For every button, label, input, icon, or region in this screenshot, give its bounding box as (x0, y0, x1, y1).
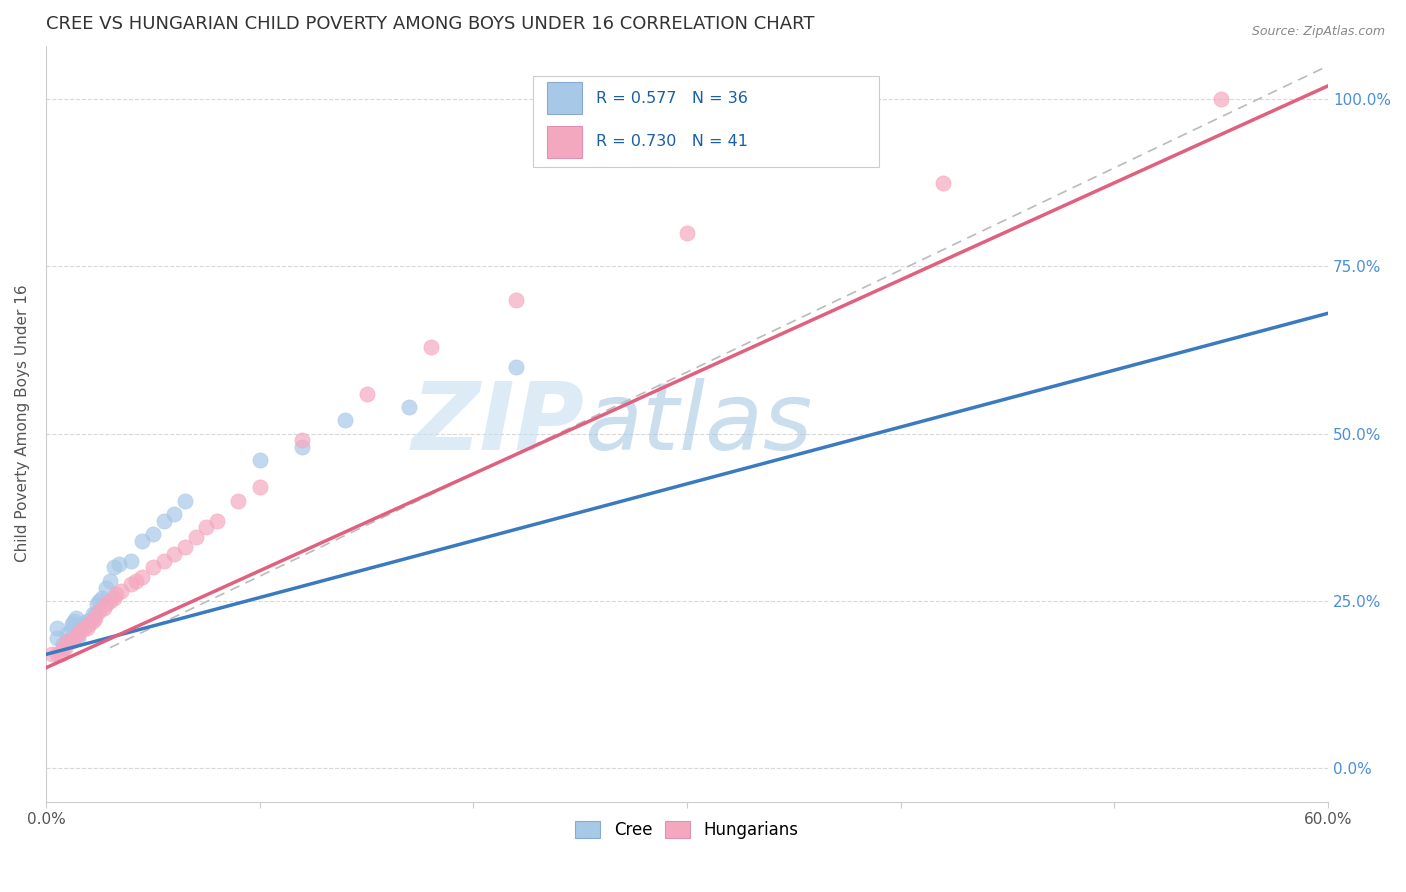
Point (103, 560, 125, 574)
Point (93, 600, 115, 615)
Point (56, 634, 79, 648)
Point (60, 617, 83, 632)
Point (52, 637, 75, 651)
Point (76, 621, 98, 635)
Point (184, 530, 207, 544)
Point (73, 621, 96, 635)
Point (152, 514, 174, 528)
Point (226, 493, 249, 508)
Point (45, 621, 67, 635)
Point (173, 493, 195, 508)
Text: Source: ZipAtlas.com: Source: ZipAtlas.com (1251, 25, 1385, 38)
Point (69, 624, 91, 638)
Point (120, 577, 142, 591)
Point (56, 634, 79, 648)
Point (291, 440, 314, 454)
Point (98, 574, 121, 588)
Legend: Cree, Hungarians: Cree, Hungarians (568, 814, 806, 847)
Point (94, 581, 117, 595)
Text: atlas: atlas (585, 378, 813, 469)
Point (131, 570, 153, 584)
Point (505, 293, 527, 307)
Point (72, 621, 94, 635)
Point (333, 413, 356, 427)
Point (142, 560, 165, 574)
Point (62, 614, 84, 628)
Point (249, 453, 271, 467)
Point (98, 594, 121, 608)
Point (120, 554, 142, 568)
Point (107, 557, 129, 571)
Point (94, 597, 117, 611)
Point (103, 591, 125, 605)
Point (62, 631, 84, 645)
Point (52, 640, 75, 655)
Point (291, 434, 314, 448)
Point (249, 480, 271, 494)
Text: CREE VS HUNGARIAN CHILD POVERTY AMONG BOYS UNDER 16 CORRELATION CHART: CREE VS HUNGARIAN CHILD POVERTY AMONG BO… (46, 15, 814, 33)
Point (1211, 92, 1233, 106)
Y-axis label: Child Poverty Among Boys Under 16: Child Poverty Among Boys Under 16 (15, 285, 30, 563)
Point (676, 226, 699, 240)
Point (45, 648, 67, 662)
Point (73, 617, 96, 632)
Point (505, 359, 527, 374)
Point (84, 610, 107, 624)
Point (66, 627, 89, 641)
Point (45, 631, 67, 645)
Point (125, 574, 148, 588)
Point (82, 614, 104, 628)
Point (77, 614, 100, 628)
Point (152, 554, 174, 568)
Point (76, 614, 98, 628)
Point (56, 627, 79, 641)
Point (195, 520, 218, 534)
Point (932, 176, 955, 190)
Point (173, 541, 195, 555)
Point (49, 648, 72, 662)
Point (66, 627, 89, 641)
Point (105, 587, 128, 601)
Point (53, 640, 76, 655)
Point (60, 621, 83, 635)
Point (69, 621, 91, 635)
Point (65, 610, 87, 624)
Point (84, 607, 107, 622)
Point (419, 340, 441, 354)
Point (356, 386, 378, 401)
Point (163, 547, 186, 561)
Point (90, 591, 112, 605)
Point (131, 533, 153, 548)
Point (110, 583, 132, 598)
Point (205, 514, 228, 528)
Point (82, 607, 104, 622)
Point (163, 507, 186, 521)
Point (89, 594, 111, 608)
Point (86, 597, 108, 611)
Point (66, 631, 89, 645)
Point (142, 527, 165, 541)
Point (89, 604, 111, 618)
Point (41, 648, 63, 662)
Point (77, 617, 100, 632)
Point (398, 400, 420, 414)
Text: ZIP: ZIP (412, 377, 585, 469)
Point (60, 634, 83, 648)
